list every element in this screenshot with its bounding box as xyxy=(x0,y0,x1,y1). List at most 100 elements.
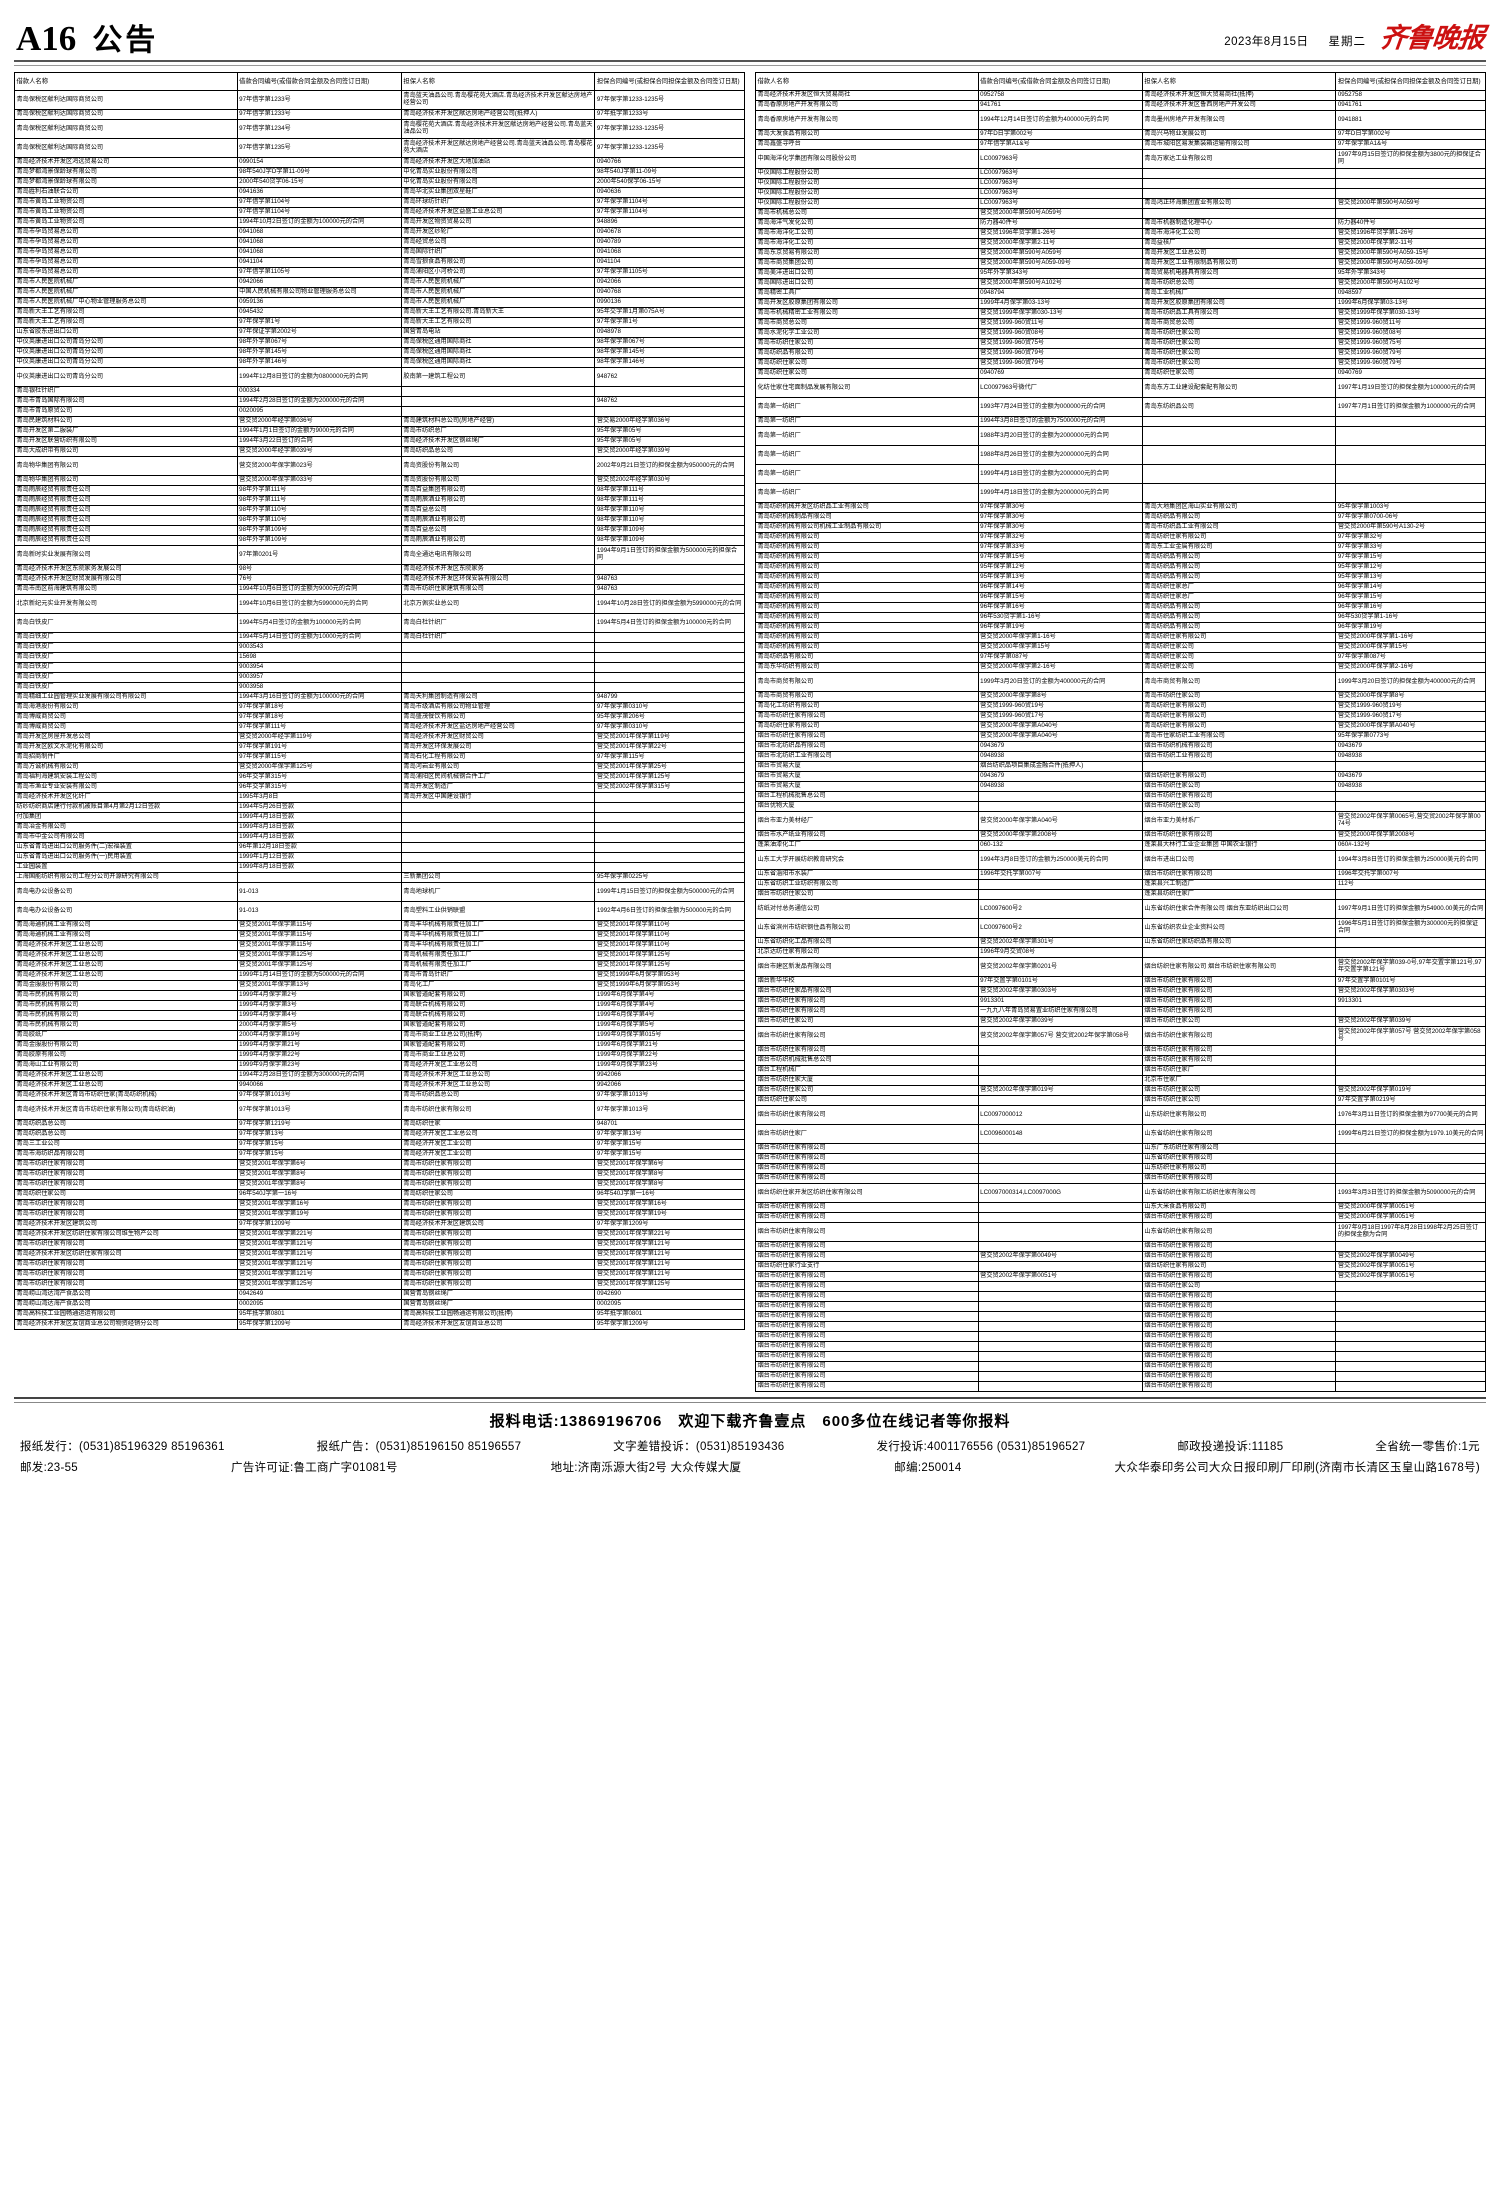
cell-guarantor: 青岛开发区中国建设银行 xyxy=(400,792,596,803)
cell-guarantor: 青岛新大王工艺有限公司 xyxy=(400,317,596,328)
cell-borrower: 青岛纺织品有限公司 xyxy=(755,652,979,663)
cell-loan-contract: 营交贸2002年保字第057号 营交贸2002年保字第058号 xyxy=(977,1026,1143,1046)
table-row: 青岛化工纺织有限公司 营交贸1999-960贸19号 青岛纺织住家有限公司 营交贸19… xyxy=(755,701,1486,712)
cell-loan-contract: 营交贸1999-960贸08号 xyxy=(977,328,1143,339)
cell-guarantee-contract xyxy=(1335,1006,1486,1017)
table-row: 青岛白铁皮厂 1994年5月14日签订的金额为10000元的合同 青岛白杜针织厂 xyxy=(14,632,745,643)
cell-borrower: 青岛市民机械有限公司 xyxy=(14,1020,238,1031)
table-row: 青岛经济技术开发区化纤厂 1995年3月8日 青岛开发区中国建设银行 xyxy=(14,792,745,803)
cell-borrower: 青岛纺织住家有限公司 xyxy=(755,721,979,732)
cell-guarantee-contract: 营交贸2001年保字第121号 xyxy=(594,1259,745,1270)
cell-guarantor: 青岛市纺织住家有限公司 xyxy=(400,1169,596,1180)
cell-guarantee-contract: 9942066 xyxy=(594,1080,745,1091)
cell-loan-contract: 76号 xyxy=(236,574,402,585)
cell-loan-contract: 97年保字第30号 xyxy=(977,512,1143,523)
cell-borrower: 青岛经济技术开发区工业总公司 xyxy=(14,1070,238,1081)
cell-borrower: 中仪国际工程股份公司 xyxy=(755,188,979,199)
cell-loan-contract: 0941068 xyxy=(236,227,402,238)
table-row: 青岛市商贸有限公司 1999年3月20日签订的金额为400000元的合同 青岛市商贸… xyxy=(755,672,1486,692)
table-row: 青岛经济技术开发区青岛市纺织住家(青岛纺织机械) 97年保字第1013号 青岛市纺织… xyxy=(14,1090,745,1101)
cell-guarantor: 三新集团公司 xyxy=(400,872,596,883)
cell-guarantor: 青岛新大王工艺有限公司.青岛新大王 xyxy=(400,307,596,318)
cell-guarantee-contract: 1996年5月1日签订的担保金额为300000元的担保证合同 xyxy=(1335,918,1486,938)
cell-borrower: 上海国能纺织有限公司工程分公司开源研究有限公司 xyxy=(14,872,238,883)
cell-guarantee-contract: 0943679 xyxy=(1335,741,1486,752)
cell-guarantee-contract: 1997年7月1日签订的担保金额为1000000元的合同 xyxy=(1335,397,1486,417)
cell-guarantee-contract: 1993年3月3日签订的担保金额为5090000元的合同 xyxy=(1335,1183,1486,1203)
cell-guarantee-contract xyxy=(594,852,745,863)
cell-borrower: 青岛新时实业发展有限公司 xyxy=(14,545,238,565)
table-row: 青岛市民机械有限公司 2000年4月保字第5号 国家管道配套有限公司 1999年6月保… xyxy=(14,1020,745,1031)
cell-loan-contract: 9003957 xyxy=(236,672,402,683)
cell-guarantor: 青岛市纺织住家有限公司 xyxy=(400,1229,596,1240)
cell-loan-contract: 1994年12月14日签订的金额为400000元的合同 xyxy=(977,110,1143,130)
cell-loan-contract: 15698 xyxy=(236,652,402,663)
cell-loan-contract: 97年第0201号 xyxy=(236,545,402,565)
cell-loan-contract: 97年保字第115号 xyxy=(236,752,402,763)
cell-borrower: 青岛水泥化学工业公司 xyxy=(755,328,979,339)
cell-guarantee-contract: 95年保字第1003号 xyxy=(1335,502,1486,513)
cell-borrower: 青岛经济技术开发区青岛市纺织住家有限公司(青岛纺织油) xyxy=(14,1100,238,1120)
footer-promo-app: 欢迎下载齐鲁壹点 xyxy=(678,1413,807,1430)
cell-borrower: 青岛福利海建筑安装工程公司 xyxy=(14,772,238,783)
cell-loan-contract: 营交贸2002年保字第0049号 xyxy=(977,1251,1143,1262)
cell-guarantor xyxy=(1141,761,1337,772)
cell-guarantee-contract: 97年保字第1013号 xyxy=(594,1100,745,1120)
cell-guarantee-contract xyxy=(594,564,745,575)
cell-loan-contract: 营交贸1999-960贸11号 xyxy=(977,318,1143,329)
cell-guarantor: 青岛百益总公司 xyxy=(400,505,596,516)
cell-loan-contract xyxy=(977,1143,1143,1154)
cell-guarantee-contract xyxy=(1335,791,1486,802)
cell-loan-contract: 98年外字第111号 xyxy=(236,495,402,506)
cell-guarantee-contract xyxy=(594,682,745,693)
cell-loan-contract: LC0097000314,LC0097000G xyxy=(977,1183,1143,1203)
cell-guarantee-contract: 0002095 xyxy=(594,1299,745,1310)
cell-guarantor: 烟台市纺织住家有限公司 xyxy=(1141,1026,1337,1046)
cell-guarantee-contract xyxy=(1335,1361,1486,1372)
cell-guarantee-contract: 防力器40件号 xyxy=(1335,218,1486,229)
cell-borrower: 青岛白铁皮厂 xyxy=(14,652,238,663)
cell-guarantee-contract: 1997年9月15日签订的担保金额为3800元的担保证合同 xyxy=(1335,149,1486,169)
table-row: 烟台市纺织住家有限公司 烟台市纺织住家公司 xyxy=(755,1281,1486,1292)
cell-guarantor: 山东广东纺织住家有限公司 xyxy=(1141,1143,1337,1154)
table-row: 北京新纪元实业开发有限公司 1994年10月6日签订的金额为5990000元的合同… xyxy=(14,594,745,614)
cell-guarantor: 青岛市商贸有限公司 xyxy=(1141,672,1337,692)
cell-guarantor: 青岛鸿正环海集团置业有限公司 xyxy=(1141,198,1337,209)
cell-loan-contract: 96年540J字第一16号 xyxy=(236,1189,402,1200)
cell-guarantee-contract: 060#-132号 xyxy=(1335,840,1486,851)
cell-guarantor: 烟台市纺织住家公司 xyxy=(1141,1281,1337,1292)
table-row: 青岛白铁皮厂 9003958 xyxy=(14,682,745,693)
cell-borrower: 烟台纺织住家公司 xyxy=(755,1095,979,1106)
cell-guarantee-contract: 营交贸2001年保字第121号 xyxy=(594,1269,745,1280)
cell-guarantor: 青岛益核厂 xyxy=(1141,238,1337,249)
cell-guarantee-contract xyxy=(1335,1321,1486,1332)
table-row: 青岛纺织机械有限公司 96年保字第19号 青岛纺织品有限公司 96年保字第19号 xyxy=(755,622,1486,633)
cell-loan-contract: 1988年3月20日签订的金额为2000000元的合同 xyxy=(977,426,1143,446)
cell-guarantee-contract: 营交贸2000年保字第2-16号 xyxy=(1335,662,1486,673)
cell-guarantor: 青岛环球纺针织厂 xyxy=(400,197,596,208)
cell-borrower: 山东省青岛进出口公司服务件(二)宏福装置 xyxy=(14,842,238,853)
cell-guarantee-contract: 1999年6月保字第03-13号 xyxy=(1335,298,1486,309)
cell-guarantee-contract: 95年交字第1月第075A号 xyxy=(594,307,745,318)
cell-guarantee-contract: 97年保字第087号 xyxy=(1335,652,1486,663)
table-row: 青岛开发区房屋开发总公司 营交贸2000年经字第119号 青岛经济技术开发区财贸公司… xyxy=(14,732,745,743)
cell-guarantor: 国营青岛电站 xyxy=(400,327,596,338)
cell-borrower: 山东工大学开展纺织教育研究会 xyxy=(755,850,979,870)
cell-guarantee-contract: 97年保字第15号 xyxy=(1335,552,1486,563)
cell-borrower: 青岛市纺织住家有限公司 xyxy=(14,1159,238,1170)
cell-loan-contract: 1999年4月保字第2号 xyxy=(236,990,402,1001)
cell-borrower: 青岛市商贸总公司 xyxy=(755,318,979,329)
cell-loan-contract: 营交贸2002年保字第019号 xyxy=(977,1085,1143,1096)
cell-guarantee-contract: 0943679 xyxy=(1335,771,1486,782)
cell-loan-contract: 1999年4月18日签款 xyxy=(236,812,402,823)
cell-guarantee-contract: 0941104 xyxy=(594,257,745,268)
table-row: 烟台市北纺织工业有限公司 0948938 烟台市纺织工业有限公司 0948938 xyxy=(755,751,1486,762)
table-row: 青岛纺织机械开发区纺织品工业有限公司 97年保字第30号 青岛大地集团区海山实业有限… xyxy=(755,502,1486,513)
cell-borrower: 烟台市纺织住家公司 xyxy=(755,1085,979,1096)
cell-guarantee-contract: 98年保字第145号 xyxy=(594,347,745,358)
table-body-right: 青岛经济技术开发区恒大贸易商社 0952758 青岛经济技术开发区恒大贸易商社(抵押… xyxy=(755,90,1486,1392)
cell-guarantee-contract: 营交贸2000年保字第2-11号 xyxy=(1335,238,1486,249)
table-row: 烟台市纺织住家有限公司 烟台市纺织住家有限公司 xyxy=(755,1311,1486,1322)
cell-guarantor: 青岛盛茂餐饮有限公司 xyxy=(400,712,596,723)
cell-borrower: 青岛电办公设备公司 xyxy=(14,901,238,921)
